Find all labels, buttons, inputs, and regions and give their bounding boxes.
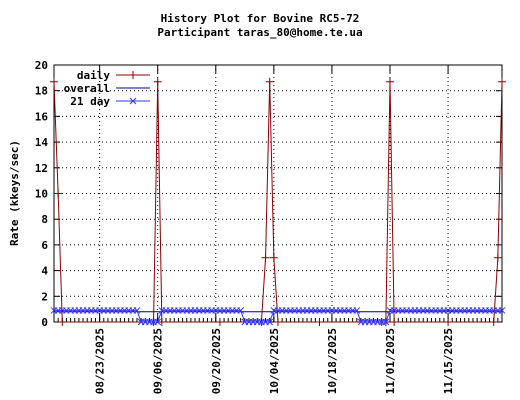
legend-label: overall <box>64 82 110 95</box>
daily-marker <box>261 253 270 262</box>
x-tick-label: 08/23/2025 <box>94 328 107 394</box>
legend-marker <box>129 97 137 105</box>
y-tick-label: 2 <box>41 290 48 303</box>
ma21-marker <box>266 318 274 326</box>
chart-title: History Plot for Bovine RC5-72 <box>161 12 360 25</box>
daily-marker <box>50 77 58 86</box>
x-tick-label: 09/06/2025 <box>152 328 165 394</box>
y-tick-label: 20 <box>35 59 48 72</box>
y-tick-label: 18 <box>35 85 48 98</box>
x-tick-label: 11/01/2025 <box>384 328 397 394</box>
ma21-marker <box>133 307 141 314</box>
daily-marker <box>153 77 162 86</box>
daily-marker <box>265 77 274 86</box>
daily-marker <box>390 318 399 326</box>
daily-marker <box>54 189 63 198</box>
ma21-marker <box>382 318 390 326</box>
daily-marker <box>489 318 498 326</box>
daily-marker <box>157 318 166 326</box>
daily-marker <box>444 318 453 326</box>
daily-marker <box>269 253 278 262</box>
x-tick-label: 11/15/2025 <box>442 328 455 394</box>
ma21-marker <box>237 307 245 314</box>
y-tick-label: 6 <box>41 239 48 252</box>
y-tick-label: 4 <box>41 265 48 278</box>
ma21-marker <box>353 307 361 314</box>
chart-subtitle: Participant taras_80@home.te.ua <box>157 26 362 39</box>
daily-marker <box>215 318 224 326</box>
y-tick-label: 10 <box>35 188 48 201</box>
y-tick-label: 0 <box>41 316 48 329</box>
y-tick-label: 12 <box>35 162 48 175</box>
y-tick-label: 16 <box>35 110 49 123</box>
daily-marker <box>315 318 324 326</box>
ma21-marker <box>154 318 162 326</box>
x-tick-label: 09/20/2025 <box>210 328 223 394</box>
daily-marker <box>498 77 506 86</box>
daily-marker <box>274 318 282 326</box>
legend-label: daily <box>77 69 110 82</box>
x-tick-label: 10/04/2025 <box>268 328 281 394</box>
legend-marker <box>129 71 137 79</box>
legend-label: 21 day <box>70 95 110 108</box>
y-axis-label: Rate (kkeys/sec) <box>8 140 21 246</box>
y-tick-label: 8 <box>41 213 48 226</box>
y-tick-label: 14 <box>35 136 49 149</box>
daily-marker <box>386 77 394 86</box>
x-tick-label: 10/18/2025 <box>326 328 339 394</box>
series-line-0 <box>53 81 503 323</box>
ma21-marker <box>498 307 506 314</box>
daily-marker <box>493 253 502 262</box>
daily-marker <box>58 318 67 326</box>
